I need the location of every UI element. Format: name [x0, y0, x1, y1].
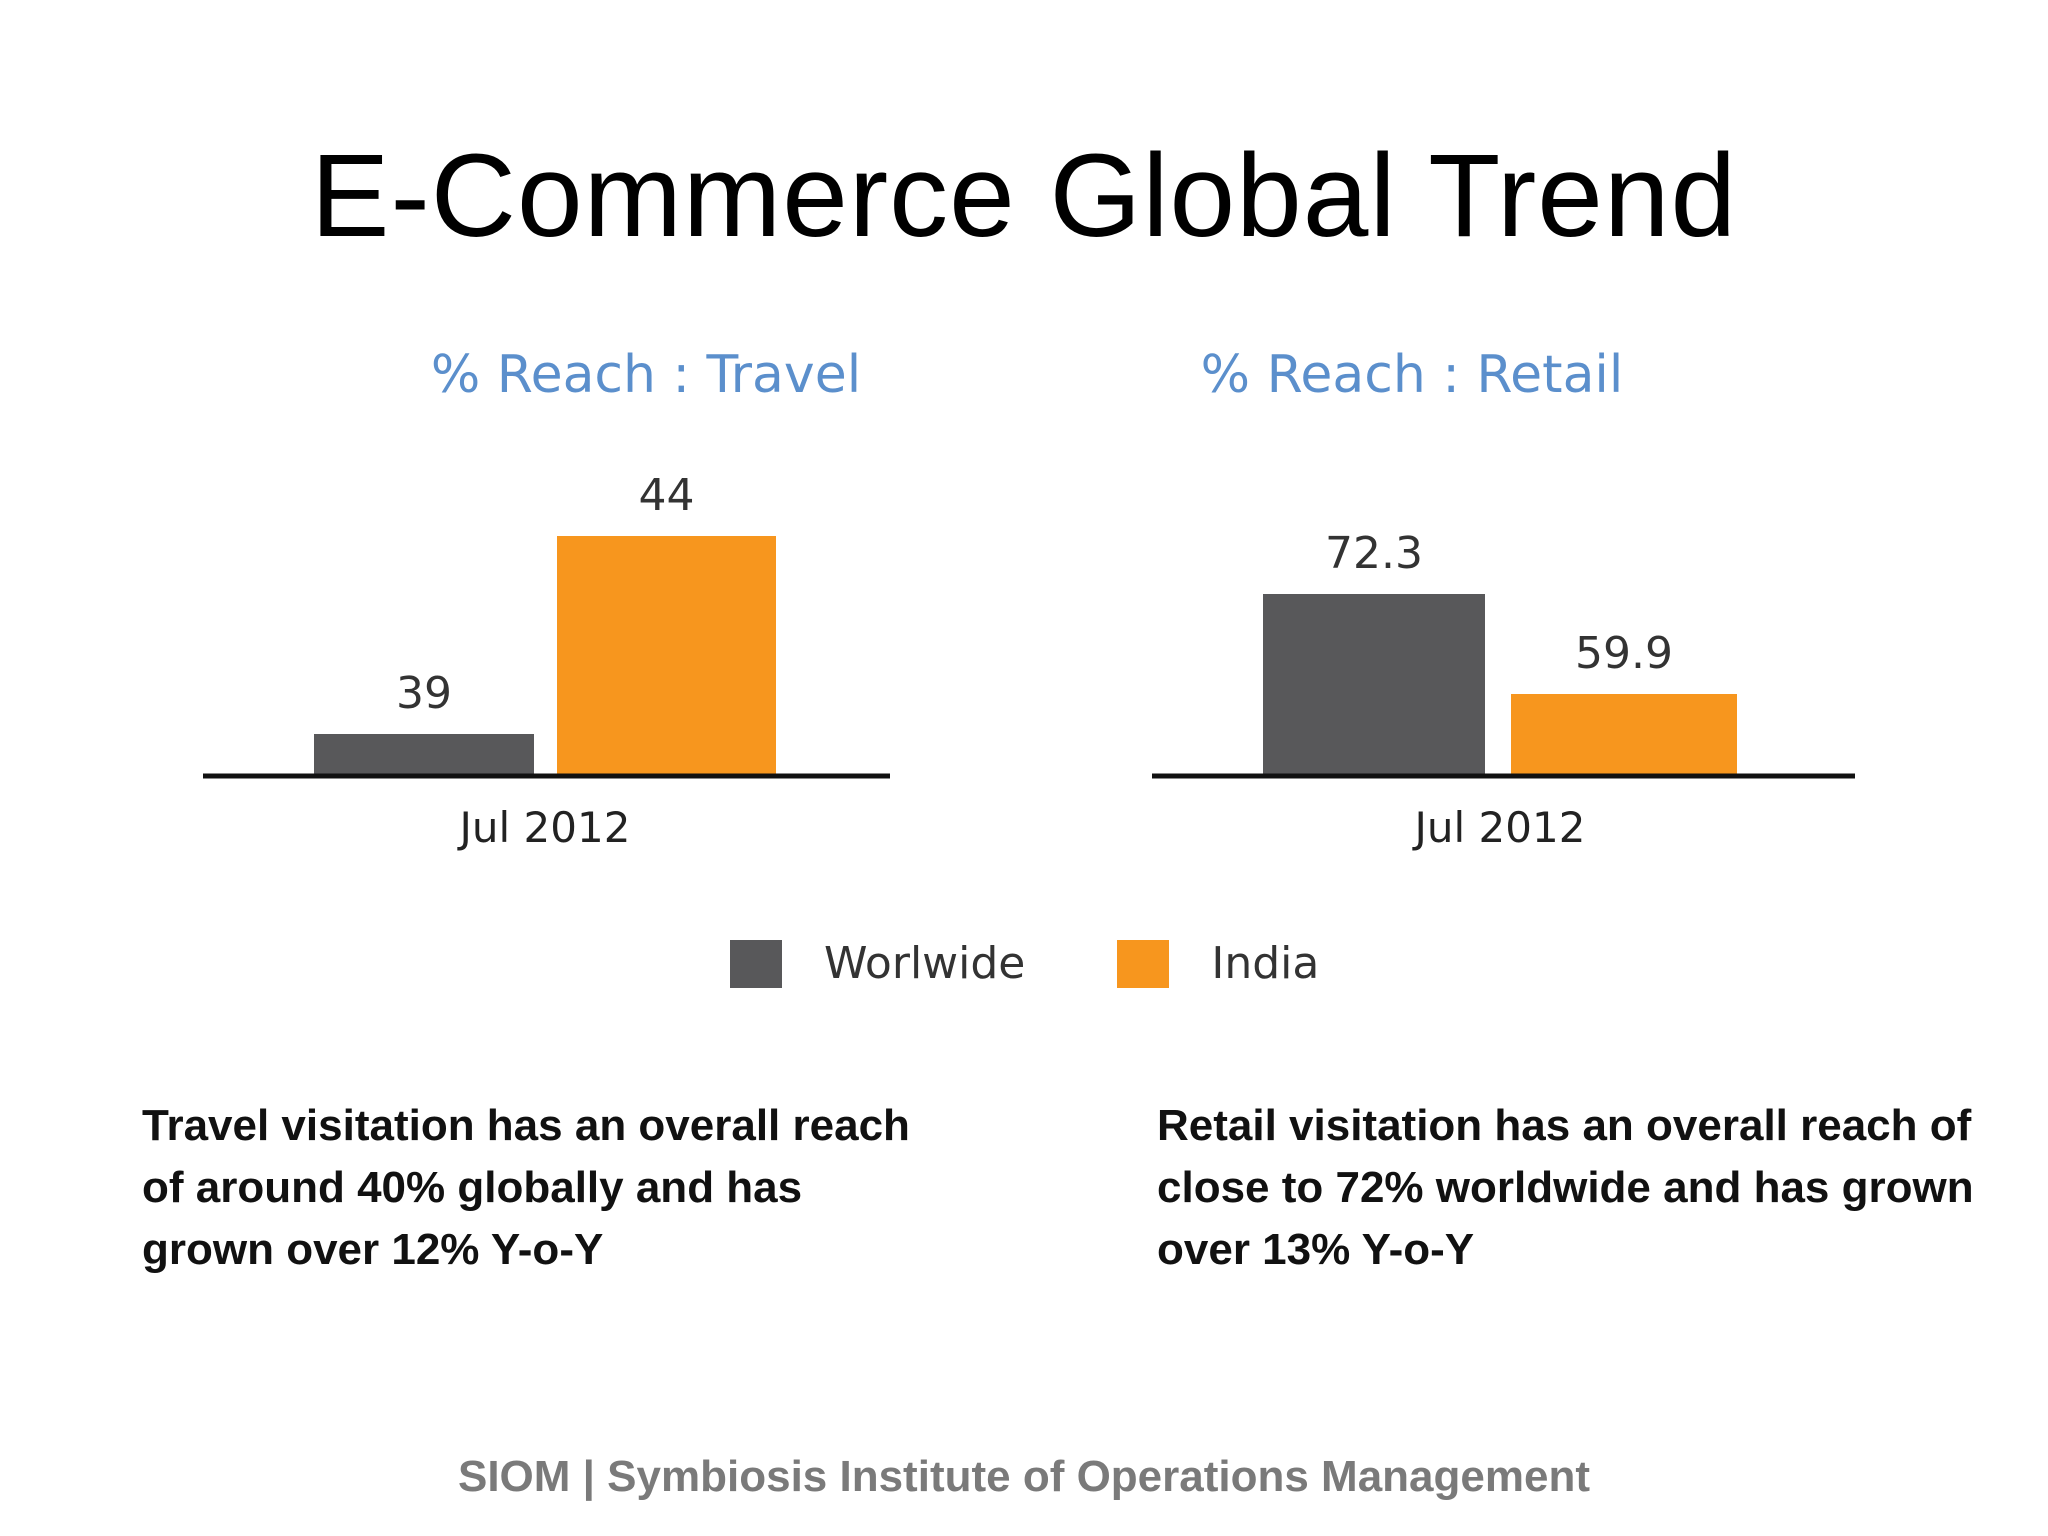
travel-category-label: Jul 2012: [457, 803, 631, 852]
chart-retail: % Reach : Retail 72.3 59.9 Jul 2012: [1152, 345, 1855, 852]
retail-category-label: Jul 2012: [1412, 803, 1586, 852]
chart-travel: % Reach : Travel 39 44 Jul 2012: [203, 345, 890, 852]
travel-bar-worlwide: [314, 734, 534, 776]
legend-label-india: India: [1211, 938, 1320, 989]
travel-value-label-worlwide: 39: [396, 668, 452, 719]
retail-bar-india: [1511, 694, 1737, 776]
travel-chart-title: % Reach : Travel: [431, 345, 861, 405]
retail-description: Retail visitation has an overall reach o…: [1157, 1101, 1974, 1274]
retail-chart-title: % Reach : Retail: [1201, 345, 1624, 405]
travel-bar-india: [557, 536, 776, 776]
legend: Worlwide India: [730, 938, 1411, 989]
slide-title: E-Commerce Global Trend: [310, 130, 1738, 262]
legend-swatch-india: [1117, 939, 1170, 988]
legend-swatch-worlwide: [730, 939, 782, 988]
legend-label-worlwide: Worlwide: [824, 938, 1026, 989]
retail-value-label-worlwide: 72.3: [1325, 528, 1423, 579]
footer: SIOM | Symbiosis Institute of Operations…: [457, 1452, 1591, 1501]
legend-item-worlwide: Worlwide: [730, 938, 1025, 989]
retail-value-label-india: 59.9: [1575, 628, 1673, 679]
travel-description: Travel visitation has an overall reach o…: [142, 1101, 910, 1274]
travel-value-label-india: 44: [639, 470, 695, 521]
retail-bar-worlwide: [1263, 594, 1485, 776]
legend-item-india: India: [1117, 938, 1319, 989]
